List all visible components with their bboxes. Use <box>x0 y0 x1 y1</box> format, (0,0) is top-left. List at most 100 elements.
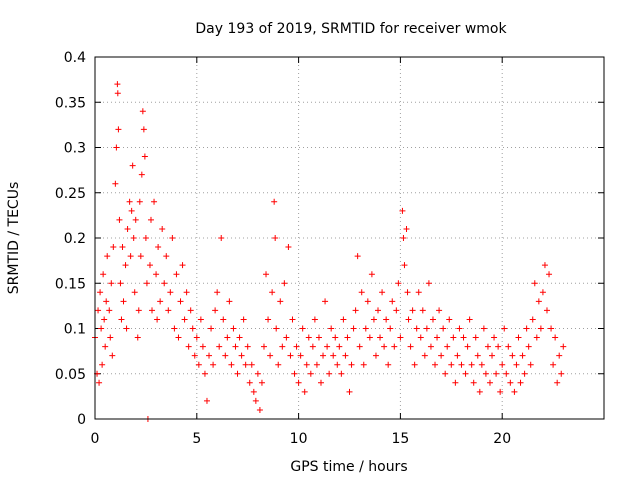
data-point <box>128 207 135 214</box>
data-point <box>358 289 365 296</box>
y-tick-label: 0.4 <box>64 50 86 66</box>
data-point <box>375 307 382 314</box>
data-point <box>438 352 445 359</box>
data-point <box>354 253 361 260</box>
data-point <box>258 379 265 386</box>
x-tick-label: 0 <box>91 431 100 447</box>
data-point <box>391 343 398 350</box>
data-point <box>143 280 150 287</box>
data-point <box>131 289 138 296</box>
data-point <box>165 307 172 314</box>
data-point <box>531 280 538 287</box>
data-point <box>387 325 394 332</box>
data-point <box>503 370 510 377</box>
data-point <box>167 289 174 296</box>
data-point <box>252 397 259 404</box>
data-point <box>330 352 337 359</box>
data-point <box>120 298 127 305</box>
data-point <box>118 316 125 323</box>
data-point <box>149 307 156 314</box>
data-point <box>218 235 225 241</box>
data-point <box>385 361 392 368</box>
data-point <box>513 361 520 368</box>
data-point <box>307 370 314 377</box>
data-point <box>297 352 304 359</box>
data-point <box>495 343 502 350</box>
data-point <box>97 289 104 296</box>
data-point <box>480 325 487 332</box>
data-point <box>137 253 144 260</box>
data-point <box>119 244 126 251</box>
data-point <box>114 81 121 88</box>
axis-ticks: 0 0.05 0.1 0.15 0.2 0.25 0.3 0.35 0.4 0 5 10 15 20 <box>55 50 604 447</box>
data-point <box>99 361 106 368</box>
data-point <box>348 361 355 368</box>
data-point <box>95 307 102 314</box>
data-point <box>136 198 143 205</box>
data-point <box>458 361 465 368</box>
data-point <box>109 352 116 359</box>
data-point <box>110 244 117 251</box>
data-point <box>173 271 180 278</box>
data-point <box>368 271 375 278</box>
data-point <box>328 325 335 332</box>
y-axis-label: SRMTID / TECUs <box>6 182 22 295</box>
data-point <box>309 343 316 350</box>
data-point <box>195 361 202 368</box>
y-tick-label: 0.2 <box>64 231 86 247</box>
data-point <box>415 289 422 296</box>
data-point <box>401 262 408 269</box>
data-point <box>476 388 483 395</box>
data-point <box>116 216 123 223</box>
data-point <box>185 343 192 350</box>
y-tick-label: 0 <box>77 412 86 428</box>
data-point <box>271 198 278 205</box>
data-point <box>460 334 467 341</box>
data-point <box>189 325 196 332</box>
data-point <box>250 388 257 395</box>
data-point <box>254 370 261 377</box>
data-point <box>432 361 439 368</box>
data-point <box>379 289 386 296</box>
data-point <box>267 352 274 359</box>
data-point <box>113 144 120 151</box>
data-point <box>336 343 343 350</box>
x-tick-label: 20 <box>493 431 511 447</box>
data-point <box>507 379 514 386</box>
data-point <box>429 316 436 323</box>
data-point <box>539 289 546 296</box>
x-tick-label: 5 <box>192 431 201 447</box>
data-point <box>269 289 276 296</box>
data-point <box>554 379 561 386</box>
data-point <box>175 334 182 341</box>
data-point <box>399 207 406 214</box>
data-point <box>550 361 557 368</box>
data-point <box>230 325 237 332</box>
data-point <box>234 370 241 377</box>
y-tick-label: 0.15 <box>55 276 86 292</box>
data-point <box>107 334 114 341</box>
data-point <box>450 334 457 341</box>
data-point <box>338 370 345 377</box>
data-point <box>525 343 532 350</box>
data-point <box>468 361 475 368</box>
data-point <box>208 325 215 332</box>
data-point <box>332 334 339 341</box>
data-point <box>442 370 449 377</box>
data-point <box>462 370 469 377</box>
data-point <box>366 334 373 341</box>
data-point <box>222 352 229 359</box>
data-point <box>216 343 223 350</box>
data-point <box>151 198 158 205</box>
data-point <box>244 343 251 350</box>
y-tick-label: 0.3 <box>64 141 86 157</box>
data-point <box>103 298 110 305</box>
data-point <box>295 379 302 386</box>
data-point <box>305 334 312 341</box>
data-point <box>122 262 129 269</box>
data-point <box>427 343 434 350</box>
data-point <box>434 334 441 341</box>
data-point <box>210 361 217 368</box>
data-point <box>404 289 411 296</box>
data-point <box>283 334 290 341</box>
